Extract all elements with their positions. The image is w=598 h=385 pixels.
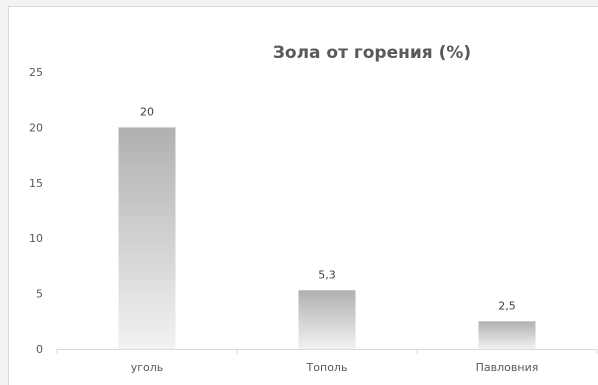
- y-tick-label: 0: [36, 343, 43, 356]
- chart-frame: Зола от горения (%) 0 5 10 15 20 25 20 5,3 2,5 …: [8, 6, 598, 385]
- chart-title: Зола от горения (%): [273, 43, 471, 63]
- y-axis-ticks: 0 5 10 15 20 25: [29, 66, 43, 356]
- bar: [478, 321, 536, 349]
- data-label: 5,3: [318, 268, 336, 281]
- y-tick-label: 20: [29, 121, 43, 134]
- data-label: 2,5: [498, 299, 516, 312]
- category-label: уголь: [131, 361, 164, 374]
- data-labels: 20 5,3 2,5: [140, 105, 516, 312]
- bars: [56, 127, 598, 354]
- data-label: 20: [140, 105, 154, 118]
- y-tick-label: 25: [29, 66, 43, 79]
- bar: [118, 127, 176, 350]
- x-axis-labels: уголь Тополь Павловния: [131, 361, 539, 374]
- bar: [298, 290, 356, 349]
- category-label: Павловния: [476, 361, 539, 374]
- y-tick-label: 15: [29, 177, 43, 190]
- y-tick-label: 10: [29, 232, 43, 245]
- y-tick-label: 5: [36, 288, 43, 301]
- category-label: Тополь: [306, 361, 348, 374]
